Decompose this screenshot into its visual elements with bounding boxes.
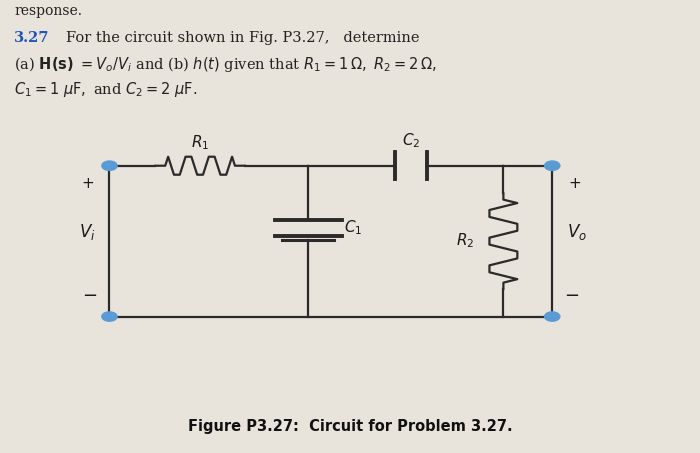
Text: $C_1$: $C_1$ xyxy=(344,218,363,237)
Text: $R_2$: $R_2$ xyxy=(456,232,474,251)
Text: $V_o$: $V_o$ xyxy=(566,222,587,242)
Text: $-$: $-$ xyxy=(83,285,97,303)
Text: (a) $\mathbf{H(s)}$ $= V_o/V_i$ and (b) $h(t)$ given that $R_1 = 1\,\Omega,\ R_2: (a) $\mathbf{H(s)}$ $= V_o/V_i$ and (b) … xyxy=(14,55,437,74)
Text: For the circuit shown in Fig. P3.27,   determine: For the circuit shown in Fig. P3.27, det… xyxy=(66,31,420,45)
Text: $C_2$: $C_2$ xyxy=(402,132,420,150)
Text: 3.27: 3.27 xyxy=(14,31,50,45)
Text: $V_i$: $V_i$ xyxy=(79,222,95,242)
Text: response.: response. xyxy=(14,4,82,18)
Text: Figure P3.27:  Circuit for Problem 3.27.: Figure P3.27: Circuit for Problem 3.27. xyxy=(188,419,512,434)
Text: $+$: $+$ xyxy=(80,176,94,191)
Circle shape xyxy=(544,311,561,322)
Text: $-$: $-$ xyxy=(564,285,580,303)
Text: $R_1$: $R_1$ xyxy=(191,133,209,152)
Text: $+$: $+$ xyxy=(568,176,581,191)
Text: $C_1 = 1\ \mu\mathrm{F},$ and $C_2 = 2\ \mu\mathrm{F}.$: $C_1 = 1\ \mu\mathrm{F},$ and $C_2 = 2\ … xyxy=(14,80,197,99)
Circle shape xyxy=(101,311,118,322)
Circle shape xyxy=(544,160,561,171)
Circle shape xyxy=(101,160,118,171)
